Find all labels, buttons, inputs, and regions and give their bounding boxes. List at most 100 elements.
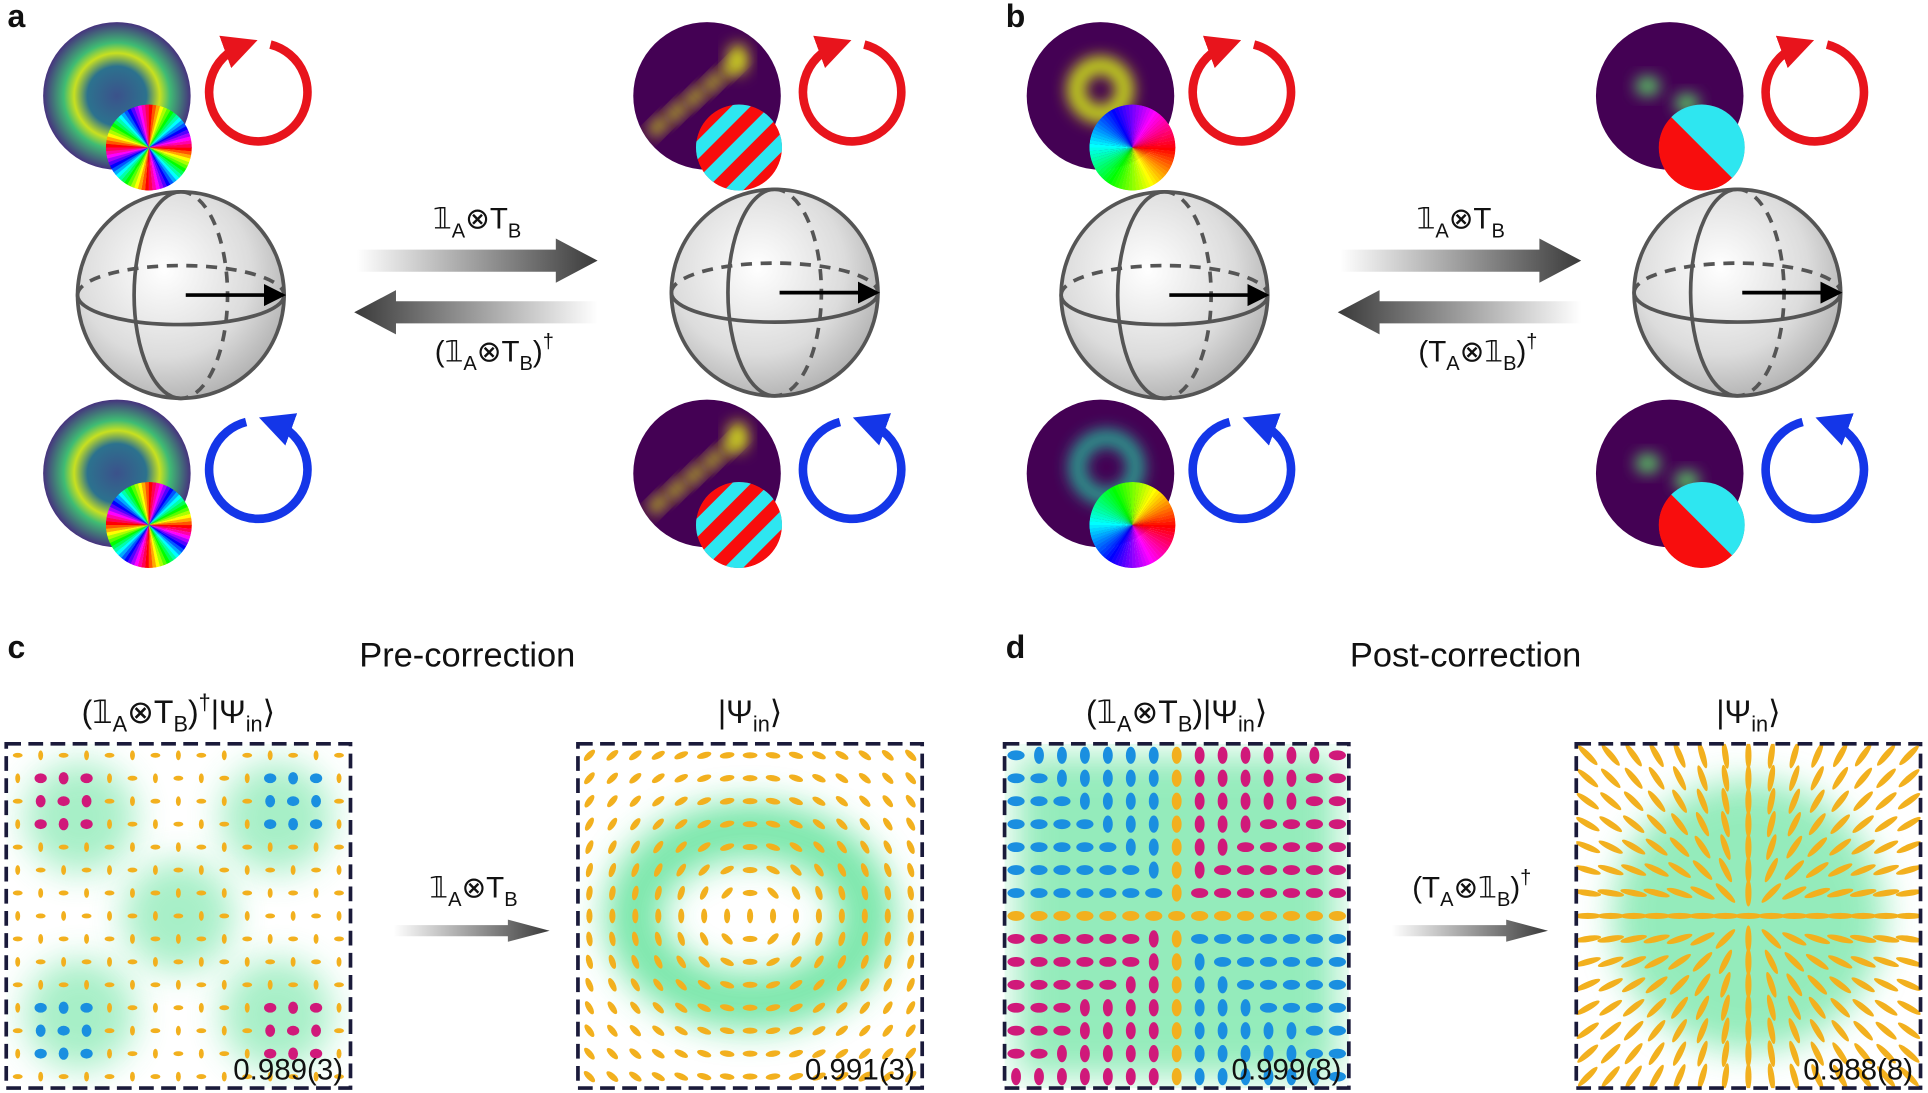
phase-wedge [130, 107, 149, 148]
polarization-ellipse [1873, 956, 1899, 968]
polarization-ellipse [81, 959, 92, 965]
polarization-ellipse [1767, 1063, 1775, 1089]
fidelity: 0.988(8) [1803, 1053, 1913, 1086]
polarization-ellipse [1259, 956, 1278, 967]
phase-wedge [148, 147, 177, 183]
label-part: ) [1516, 335, 1526, 368]
polarization-ellipse [907, 885, 914, 901]
polarization-ellipse [1328, 911, 1346, 921]
phase-wedge [106, 513, 149, 525]
polarization-ellipse [1850, 956, 1876, 968]
polarization-ellipse [1803, 912, 1831, 920]
polarization-ellipse [288, 844, 299, 850]
polarization-ellipse [58, 844, 69, 850]
polarization-ellipse [1030, 819, 1048, 830]
label-part: ⟩ [1768, 694, 1780, 730]
phase-wedge [1132, 506, 1173, 525]
polarization-arrow [1188, 35, 1296, 146]
polarization-ellipse [1789, 765, 1800, 792]
polarization-ellipse [1669, 837, 1690, 857]
sphere-equator [669, 292, 880, 324]
polarization-ellipse [677, 931, 685, 946]
polarization-ellipse [584, 1024, 595, 1037]
label-part: (𝟙 [82, 694, 113, 730]
polarization-ellipse [1057, 746, 1067, 764]
phase-wedge [1132, 489, 1161, 525]
polarization-ellipse [219, 959, 230, 965]
polarization-ellipse [1328, 888, 1346, 898]
polarization-ellipse [1764, 949, 1778, 975]
sphere-back-equator [1632, 261, 1843, 293]
polarization-ellipse [585, 862, 594, 878]
polarization-ellipse [631, 954, 640, 969]
polarization-ellipse [1328, 796, 1346, 807]
polarization-ellipse [1305, 911, 1324, 921]
polarization-ellipse [699, 886, 709, 900]
polarization-ellipse [1692, 952, 1713, 972]
polarization-ellipse [1808, 996, 1826, 1019]
polarization-ellipse [1102, 769, 1113, 787]
polarization-ellipse [1217, 999, 1228, 1017]
polarization-ellipse [313, 979, 319, 990]
polarization-ellipse [34, 1002, 47, 1013]
phase-wedge [1132, 147, 1151, 189]
polarization-ellipse [1328, 933, 1346, 944]
polarization-ellipse [1672, 1041, 1687, 1066]
polarization-ellipse [1191, 933, 1209, 944]
phase-wedge [1090, 132, 1133, 148]
polarization-ellipse [1099, 956, 1117, 967]
polarization-ellipse [175, 1025, 181, 1036]
beam-lobe [1635, 453, 1660, 474]
polarization-ellipse [654, 931, 662, 947]
polarization-ellipse [80, 773, 93, 784]
polarization-ellipse [1168, 911, 1186, 921]
label-part: B [504, 889, 517, 911]
sphere-equator [75, 294, 286, 327]
polarization-ellipse [242, 844, 253, 850]
polarization-ellipse [653, 978, 664, 991]
phase-wedge [1107, 524, 1133, 563]
phase-wedge [1132, 524, 1175, 540]
phase-wedge [148, 143, 192, 148]
polarization-ellipse [608, 954, 617, 969]
label-part: ⊗𝟙 [1453, 872, 1497, 905]
polarization-ellipse [1897, 816, 1921, 832]
phase-wedge [148, 147, 182, 179]
polarization-ellipse [1053, 842, 1071, 853]
phase-wedge [1132, 521, 1176, 526]
polarization-ellipse [814, 863, 824, 877]
polarization-ellipse [313, 933, 319, 944]
phase-wedge [127, 147, 149, 187]
polarization-ellipse [221, 933, 227, 944]
polarization-ellipse [765, 1027, 781, 1035]
beam-lobe [685, 88, 704, 107]
beam-intensity [1067, 56, 1134, 123]
polarization-ellipse [1079, 1068, 1090, 1086]
phase-wedge [148, 517, 192, 525]
polarization-ellipse [1213, 911, 1232, 921]
phase-wedge [148, 524, 157, 568]
polarization-ellipse [1053, 888, 1071, 898]
polarization-ellipse [15, 865, 21, 875]
polarization-ellipse [1666, 887, 1693, 899]
polarization-ellipse [609, 908, 616, 924]
polarization-ellipse [1876, 768, 1896, 789]
polarization-ellipse [244, 773, 250, 784]
polarization-ellipse [1240, 1022, 1251, 1040]
phase-wedge [1132, 483, 1148, 525]
fidelity: 0.991(3) [805, 1053, 915, 1086]
polarization-ellipse [242, 982, 253, 988]
phase-wedge [148, 524, 168, 566]
phase-wedge [124, 110, 149, 148]
polarization-ellipse [107, 773, 112, 784]
polarization-ellipse [15, 956, 21, 967]
polarization-ellipse [127, 959, 138, 965]
polarization-ellipse [1217, 746, 1228, 764]
polarization-ellipse [57, 1025, 70, 1036]
polarization-ellipse [84, 842, 90, 853]
phase-wedge [1132, 117, 1166, 148]
polarization-ellipse [788, 1073, 804, 1081]
phase-wedge [148, 487, 174, 525]
phase-wedge [148, 107, 168, 148]
